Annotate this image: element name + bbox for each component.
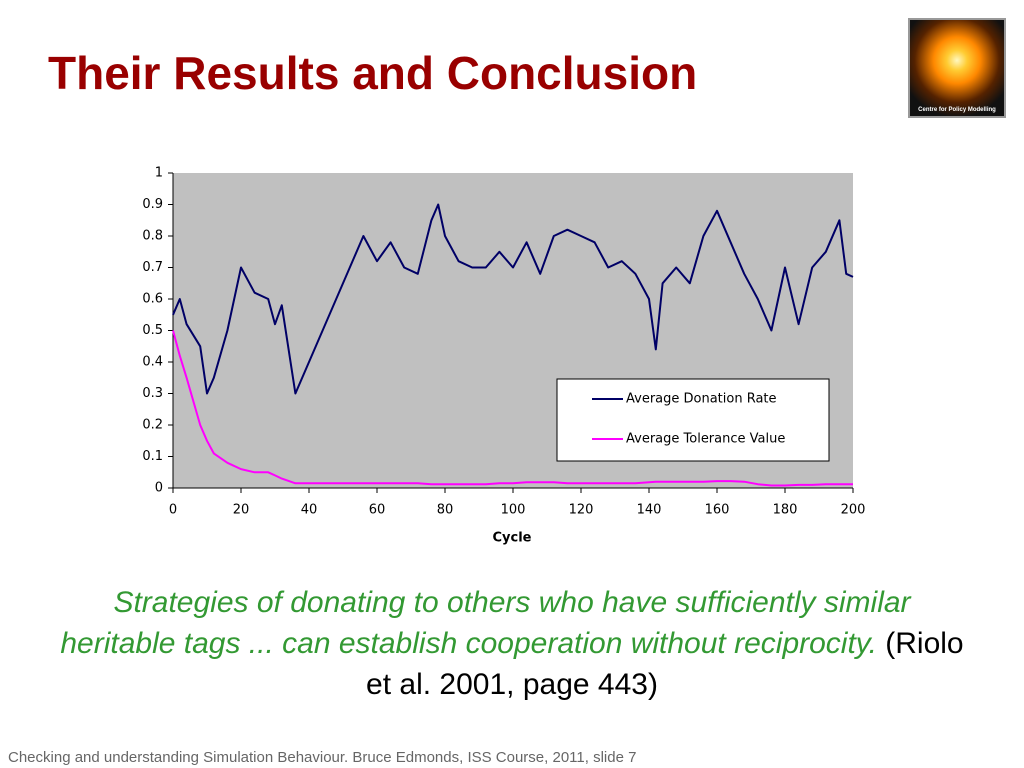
y-tick-label: 0.4	[142, 355, 163, 370]
x-axis-label: Cycle	[493, 531, 532, 546]
x-tick-label: 0	[169, 503, 177, 518]
y-tick-label: 0	[155, 481, 163, 496]
logo: Centre for Policy Modelling	[908, 18, 1006, 118]
x-tick-label: 120	[569, 503, 594, 518]
logo-text: Centre for Policy Modelling	[918, 107, 996, 113]
y-tick-label: 0.8	[142, 229, 163, 244]
legend-box	[556, 378, 830, 462]
x-tick-label: 60	[369, 503, 386, 518]
x-tick-label: 180	[773, 503, 798, 518]
y-tick-label: 0.2	[142, 418, 163, 433]
x-tick-label: 160	[705, 503, 730, 518]
x-tick-label: 40	[301, 503, 318, 518]
legend-label: Average Donation Rate	[626, 392, 777, 407]
y-tick-label: 0.1	[142, 449, 163, 464]
legend-label: Average Tolerance Value	[626, 432, 785, 447]
footer: Checking and understanding Simulation Be…	[8, 749, 637, 766]
y-tick-label: 0.6	[142, 292, 163, 307]
citation: (Riolo et al. 2001, page 443)	[366, 627, 964, 701]
data-line	[172, 203, 854, 395]
quote: Strategies of donating to others who hav…	[52, 582, 972, 705]
y-tick-label: 0.3	[142, 386, 163, 401]
x-tick-label: 20	[233, 503, 250, 518]
slide-title: Their Results and Conclusion	[48, 47, 698, 99]
y-tick-label: 1	[155, 166, 163, 181]
y-tick-label: 0.9	[142, 197, 163, 212]
x-tick-label: 200	[841, 503, 866, 518]
quote-text: Strategies of donating to others who hav…	[60, 586, 911, 660]
data-line	[172, 330, 853, 487]
y-tick-label: 0.7	[142, 260, 163, 275]
y-tick-label: 0.5	[142, 323, 163, 338]
x-tick-label: 80	[437, 503, 454, 518]
x-tick-label: 100	[501, 503, 526, 518]
x-tick-label: 140	[637, 503, 662, 518]
